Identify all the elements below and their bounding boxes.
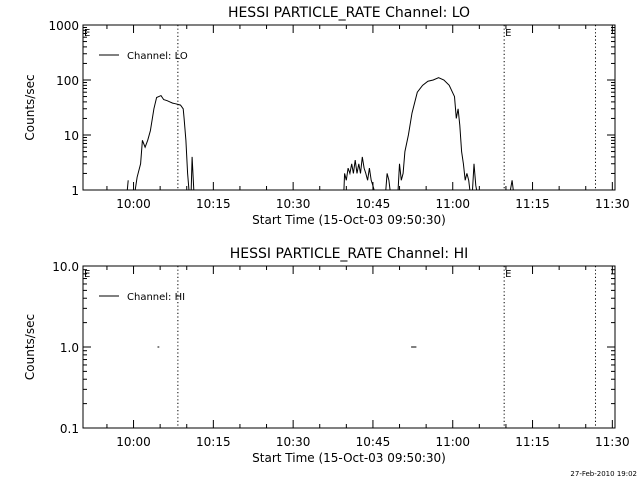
lo-y-tick-label: 100 <box>56 74 79 88</box>
lo-legend-label: Channel: LO <box>127 51 188 62</box>
lo-series-segment <box>509 180 514 190</box>
hi-x-tick-label: 10:45 <box>356 435 391 449</box>
hi-y-tick-label: 1.0 <box>60 341 79 355</box>
lo-channel-plot: HESSI PARTICLE_RATE Channel: LO 10:00 10:1… <box>23 5 630 227</box>
lo-y-tick-label: 10 <box>64 129 79 143</box>
lo-x-tick-label: 10:45 <box>356 197 391 211</box>
hi-y-axis-label: Counts/sec <box>23 314 37 380</box>
hi-y-tick-label: 10.0 <box>52 260 79 274</box>
hi-corner-label: E <box>84 269 90 280</box>
lo-series-segment <box>134 94 190 190</box>
hi-x-tick-label: 10:15 <box>196 435 231 449</box>
lo-y-tick-label: 1 <box>71 184 79 198</box>
hi-x-axis-label: Start Time (15-Oct-03 09:50:30) <box>252 451 446 465</box>
lo-series-segment <box>397 77 471 190</box>
lo-x-tick-label: 11:00 <box>435 197 470 211</box>
lo-series-segment <box>190 156 195 190</box>
footer-timestamp: 27-Feb-2010 19:02 <box>570 470 637 478</box>
hi-x-tick-label: 10:30 <box>276 435 311 449</box>
lo-series-segment <box>343 156 375 190</box>
lo-series-segment <box>472 163 478 190</box>
lo-x-tick-label: 10:15 <box>196 197 231 211</box>
lo-marker-label: E <box>505 28 511 39</box>
hi-x-tick-label: 11:15 <box>515 435 550 449</box>
hi-channel-plot: HESSI PARTICLE_RATE Channel: HI 10:00 10:1… <box>23 246 630 465</box>
hi-x-tick-label: 10:00 <box>116 435 151 449</box>
lo-x-tick-label: 11:30 <box>595 197 630 211</box>
hi-legend-label: Channel: HI <box>127 292 185 303</box>
lo-series-segment <box>126 180 129 190</box>
lo-series-segment <box>385 173 391 190</box>
hi-plot-title: HESSI PARTICLE_RATE Channel: HI <box>230 246 468 262</box>
lo-x-tick-label: 11:15 <box>515 197 550 211</box>
lo-y-axis-label: Counts/sec <box>23 74 37 140</box>
lo-x-tick-label: 10:00 <box>116 197 151 211</box>
lo-x-axis-label: Start Time (15-Oct-03 09:50:30) <box>252 213 446 227</box>
hi-y-tick-label: 0.1 <box>60 422 79 436</box>
lo-axes-frame <box>82 24 616 191</box>
lo-y-tick-label: 1000 <box>48 19 79 33</box>
lo-corner-label: E <box>84 28 90 39</box>
hi-axes-frame <box>82 265 616 429</box>
hi-x-tick-label: 11:30 <box>595 435 630 449</box>
hi-marker-label: E <box>505 269 511 280</box>
lo-plot-title: HESSI PARTICLE_RATE Channel: LO <box>228 5 470 21</box>
lo-x-tick-label: 10:30 <box>276 197 311 211</box>
hi-x-tick-label: 11:00 <box>435 435 470 449</box>
